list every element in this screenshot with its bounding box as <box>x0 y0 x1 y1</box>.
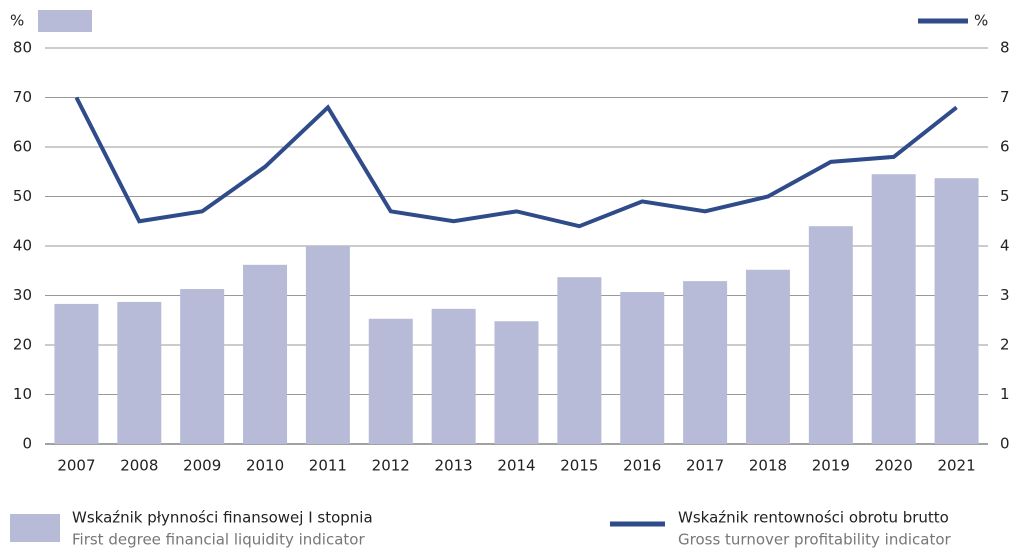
y-axis-label: % <box>10 12 24 30</box>
y2-tick-label: 7 <box>1000 88 1010 106</box>
bar <box>305 246 350 444</box>
x-tick-label: 2015 <box>560 457 598 475</box>
x-tick-label: 2012 <box>372 457 410 475</box>
y-tick-label: 30 <box>13 286 32 304</box>
bar <box>117 301 162 444</box>
bar <box>180 289 225 444</box>
line <box>74 96 958 229</box>
y2-tick-label: 8 <box>1000 39 1010 57</box>
bar <box>557 277 602 444</box>
y-tick-label: 70 <box>13 88 32 106</box>
x-tick-label: 2013 <box>435 457 473 475</box>
y-axis-swatch <box>38 10 92 32</box>
bar <box>871 174 916 444</box>
x-tick-label: 2007 <box>57 457 95 475</box>
x-tick-label: 2016 <box>623 457 661 475</box>
y-tick-label: 50 <box>13 187 32 205</box>
y2-axis-label: % <box>974 12 988 30</box>
y-tick-label: 80 <box>13 39 32 57</box>
y2-tick-label: 6 <box>1000 138 1010 156</box>
y2-tick-label: 3 <box>1000 286 1010 304</box>
y2-tick-label: 1 <box>1000 385 1010 403</box>
y2-tick-label: 0 <box>1000 435 1010 453</box>
y2-tick-label: 4 <box>1000 237 1010 255</box>
legend-label-en: First degree financial liquidity indicat… <box>72 531 365 548</box>
y-tick-label: 20 <box>13 336 32 354</box>
bar <box>934 178 979 444</box>
x-tick-label: 2017 <box>686 457 724 475</box>
bar <box>368 318 413 444</box>
bar <box>54 303 99 444</box>
x-tick-label: 2019 <box>812 457 850 475</box>
x-tick-label: 2011 <box>309 457 347 475</box>
y-tick-label: 40 <box>13 237 32 255</box>
legend-label: Wskaźnik rentowności obrotu brutto <box>678 509 949 527</box>
x-tick-label: 2020 <box>875 457 913 475</box>
bar <box>620 292 665 444</box>
x-tick-label: 2021 <box>937 457 975 475</box>
bar <box>431 308 476 444</box>
x-tick-label: 2009 <box>183 457 221 475</box>
bar <box>808 226 853 444</box>
legend-swatch-bar <box>10 514 60 542</box>
x-tick-label: 2008 <box>120 457 158 475</box>
bar <box>745 269 790 444</box>
y-tick-label: 60 <box>13 138 32 156</box>
x-tick-label: 2014 <box>497 457 535 475</box>
bar <box>494 321 539 444</box>
x-tick-label: 2018 <box>749 457 787 475</box>
y-tick-label: 10 <box>13 385 32 403</box>
y2-tick-label: 2 <box>1000 336 1010 354</box>
y-tick-label: 0 <box>22 435 32 453</box>
y2-tick-label: 5 <box>1000 187 1010 205</box>
x-tick-label: 2010 <box>246 457 284 475</box>
bar <box>243 264 288 444</box>
legend-label: Wskaźnik płynności finansowej I stopnia <box>72 509 373 527</box>
bar <box>683 281 728 444</box>
legend-label-en: Gross turnover profitability indicator <box>678 531 952 548</box>
